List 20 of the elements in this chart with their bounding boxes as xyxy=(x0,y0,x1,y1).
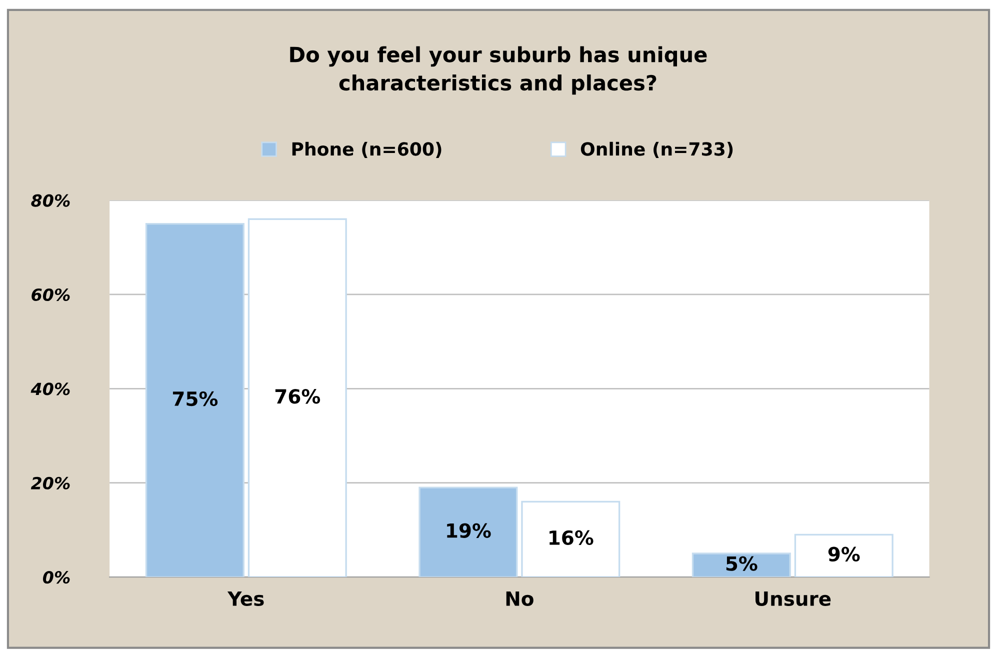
data-label: 19% xyxy=(447,523,491,538)
bar xyxy=(692,552,791,578)
y-tick-label: 80% xyxy=(31,194,70,207)
bar xyxy=(145,222,244,578)
data-label: 75% xyxy=(172,391,218,406)
y-tick-label: 40% xyxy=(30,382,70,396)
legend-label: Online (n=733) xyxy=(580,142,733,158)
x-tick-label: Unsure xyxy=(756,592,831,606)
y-tick-label: 0% xyxy=(42,571,70,584)
data-label: 9% xyxy=(828,546,860,562)
data-label: 5% xyxy=(726,556,758,571)
x-tick-label: Yes xyxy=(227,592,264,606)
chart-title: Do you feel your suburb has unique characteristics and places? xyxy=(290,46,707,95)
y-tick-label: 20% xyxy=(30,476,70,490)
x-tick-label: No xyxy=(506,592,534,606)
bar xyxy=(418,486,518,578)
data-label: 16% xyxy=(550,530,594,546)
legend-label: Phone (n=600) xyxy=(292,142,442,158)
y-tick-label: 60% xyxy=(32,288,70,302)
data-label: 76% xyxy=(275,389,320,404)
